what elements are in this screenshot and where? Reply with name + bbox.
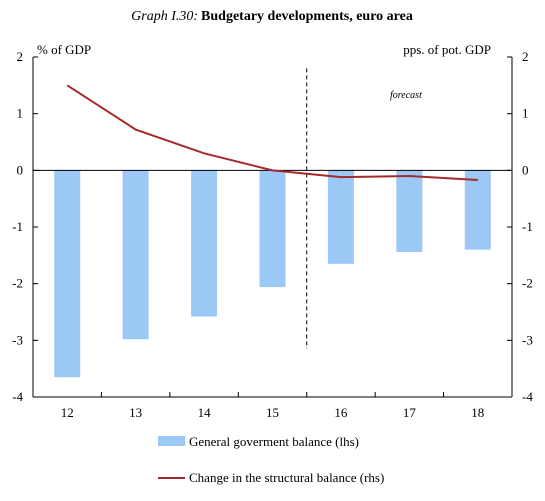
bar-18 <box>465 170 491 249</box>
right-axis-unit: pps. of pot. GDP <box>403 42 491 57</box>
left-axis-unit: % of GDP <box>37 42 91 57</box>
chart-title: Graph I.30: Budgetary developments, euro … <box>131 9 413 24</box>
left-tick-label: 0 <box>17 162 24 177</box>
legend-label-bar: General goverment balance (lhs) <box>189 434 359 449</box>
bar-14 <box>191 170 217 316</box>
legend-label-line: Change in the structural balance (rhs) <box>189 470 384 485</box>
left-tick-label: -3 <box>12 332 23 347</box>
right-tick-label: 0 <box>522 162 529 177</box>
x-tick-label: 12 <box>61 405 74 420</box>
right-tick-label: -2 <box>522 276 533 291</box>
bar-17 <box>396 170 422 252</box>
bar-15 <box>260 170 286 287</box>
x-tick-label: 18 <box>471 405 484 420</box>
x-tick-label: 14 <box>198 405 212 420</box>
forecast-label: forecast <box>390 90 422 101</box>
left-tick-label: 2 <box>17 49 24 64</box>
legend: General goverment balance (lhs) Change i… <box>158 434 384 485</box>
plot-area: 2 2 1 1 0 0 -1 -1 -2 -2 -3 -3 -4 -4 12 13 14 15 16 17 18 <box>12 49 533 420</box>
legend-bar-swatch <box>158 436 185 446</box>
bar-16 <box>328 170 354 263</box>
right-tick-label: -4 <box>522 389 533 404</box>
bar-13 <box>123 170 149 339</box>
right-tick-label: 1 <box>522 106 529 121</box>
x-tick-label: 15 <box>266 405 279 420</box>
chart-title-main: Budgetary developments, euro area <box>201 9 413 24</box>
left-tick-label: 1 <box>17 106 24 121</box>
left-tick-label: -4 <box>12 389 23 404</box>
x-tick-label: 17 <box>403 405 417 420</box>
bar-12 <box>54 170 80 377</box>
right-tick-label: -1 <box>522 219 533 234</box>
right-tick-label: 2 <box>522 49 529 64</box>
left-tick-label: -2 <box>12 276 23 291</box>
x-tick-label: 16 <box>334 405 348 420</box>
x-tick-label: 13 <box>129 405 142 420</box>
chart-title-prefix: Graph I.30: <box>131 9 198 24</box>
left-tick-label: -1 <box>12 219 23 234</box>
right-tick-label: -3 <box>522 332 533 347</box>
